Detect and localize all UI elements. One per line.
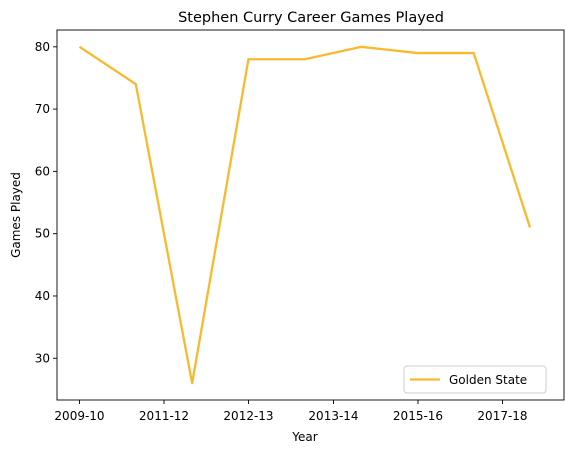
x-axis-label: Year xyxy=(291,430,317,444)
legend: Golden State xyxy=(403,365,547,394)
x-tick-label: 2009-10 xyxy=(54,409,104,423)
x-tick-label: 2015-16 xyxy=(393,409,443,423)
x-axis-ticks: 2009-10 2011-12 2012-13 2013-14 2015-16 2017-… xyxy=(54,400,528,423)
y-tick-label: 40 xyxy=(35,289,50,303)
x-tick-label: 2013-14 xyxy=(308,409,358,423)
plot-frame xyxy=(56,29,565,401)
chart-title: Stephen Curry Career Games Played xyxy=(178,10,444,26)
y-tick-label: 70 xyxy=(35,102,50,116)
x-tick-label: 2011-12 xyxy=(139,409,189,423)
y-tick-label: 50 xyxy=(35,227,50,241)
y-tick-label: 60 xyxy=(35,164,50,178)
x-tick-label: 2012-13 xyxy=(223,409,273,423)
y-tick-label: 30 xyxy=(35,351,50,365)
x-tick-label: 2017-18 xyxy=(477,409,527,423)
series-line-golden-state xyxy=(78,45,532,385)
legend-label: Golden State xyxy=(449,373,527,387)
y-axis-label: Games Played xyxy=(9,172,23,258)
y-tick-label: 80 xyxy=(35,40,50,54)
y-axis-ticks: 30 40 50 60 70 80 xyxy=(35,40,57,365)
legend-box xyxy=(403,365,547,394)
plot-area xyxy=(57,30,564,400)
